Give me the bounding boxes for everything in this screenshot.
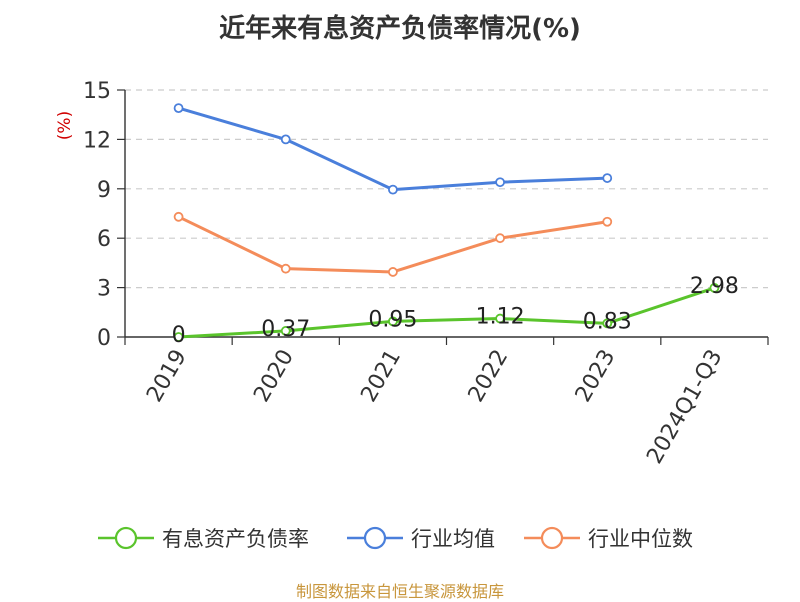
x-tick-label: 2020 (249, 346, 299, 407)
series-line-1 (178, 106, 608, 192)
data-point (602, 216, 613, 227)
data-label: 1.12 (476, 305, 525, 330)
y-tick-label: 3 (97, 277, 111, 302)
data-point (173, 332, 184, 342)
y-tick-label: 12 (83, 128, 111, 153)
source-note: 制图数据来自恒生聚源数据库 (295, 582, 504, 601)
series-line-0 (178, 286, 715, 339)
data-point (280, 263, 291, 274)
y-tick-label: 0 (97, 326, 111, 351)
legend-label: 有息资产负债率 (162, 527, 309, 551)
data-label: 0.83 (583, 309, 632, 334)
legend-label: 行业中位数 (588, 527, 693, 551)
data-point (495, 313, 505, 324)
data-label: 0 (172, 323, 186, 348)
x-tick-label: 2023 (571, 346, 621, 407)
x-tick-label: 2021 (356, 346, 406, 407)
data-point (495, 233, 505, 244)
chart-legend: 有息资产负债率 行业均值 行业中位数 (0, 520, 800, 556)
legend-marker-icon (347, 526, 403, 550)
data-label: 0.95 (368, 307, 417, 332)
y-tick-label: 9 (97, 178, 111, 203)
x-tick-label: 2022 (464, 346, 514, 407)
legend-item[interactable]: 行业中位数 (524, 520, 693, 556)
line-chart: 0 3 6 9 12 15 (%) 2019 2020 2021 2022 2023 2024Q1-Q3… (55, 79, 769, 469)
series-line-2 (177, 215, 608, 274)
data-point (709, 283, 720, 293)
y-tick-label: 15 (83, 79, 111, 104)
x-tick-label: 2019 (142, 346, 192, 407)
y-tick-label: 6 (97, 227, 111, 252)
data-point (388, 316, 398, 327)
data-point (602, 173, 613, 183)
legend-item[interactable]: 有息资产负债率 (98, 520, 309, 556)
legend-item[interactable]: 行业均值 (347, 520, 495, 556)
data-point (280, 326, 291, 336)
data-label: 2.98 (690, 274, 739, 299)
data-point (280, 134, 291, 145)
legend-marker-icon (98, 526, 154, 550)
y-axis-label: (%) (55, 111, 75, 140)
data-point (388, 267, 398, 277)
chart-title: 近年来有息资产负债率情况(%) (219, 14, 581, 44)
data-label: 0.37 (261, 317, 310, 342)
data-point (495, 177, 505, 188)
data-point (173, 211, 184, 222)
legend-label: 行业均值 (411, 527, 495, 551)
data-point (602, 318, 613, 329)
data-point (388, 184, 398, 195)
legend-marker-icon (524, 526, 580, 550)
x-tick-label: 2024Q1-Q3 (642, 346, 727, 469)
data-point (173, 103, 184, 114)
